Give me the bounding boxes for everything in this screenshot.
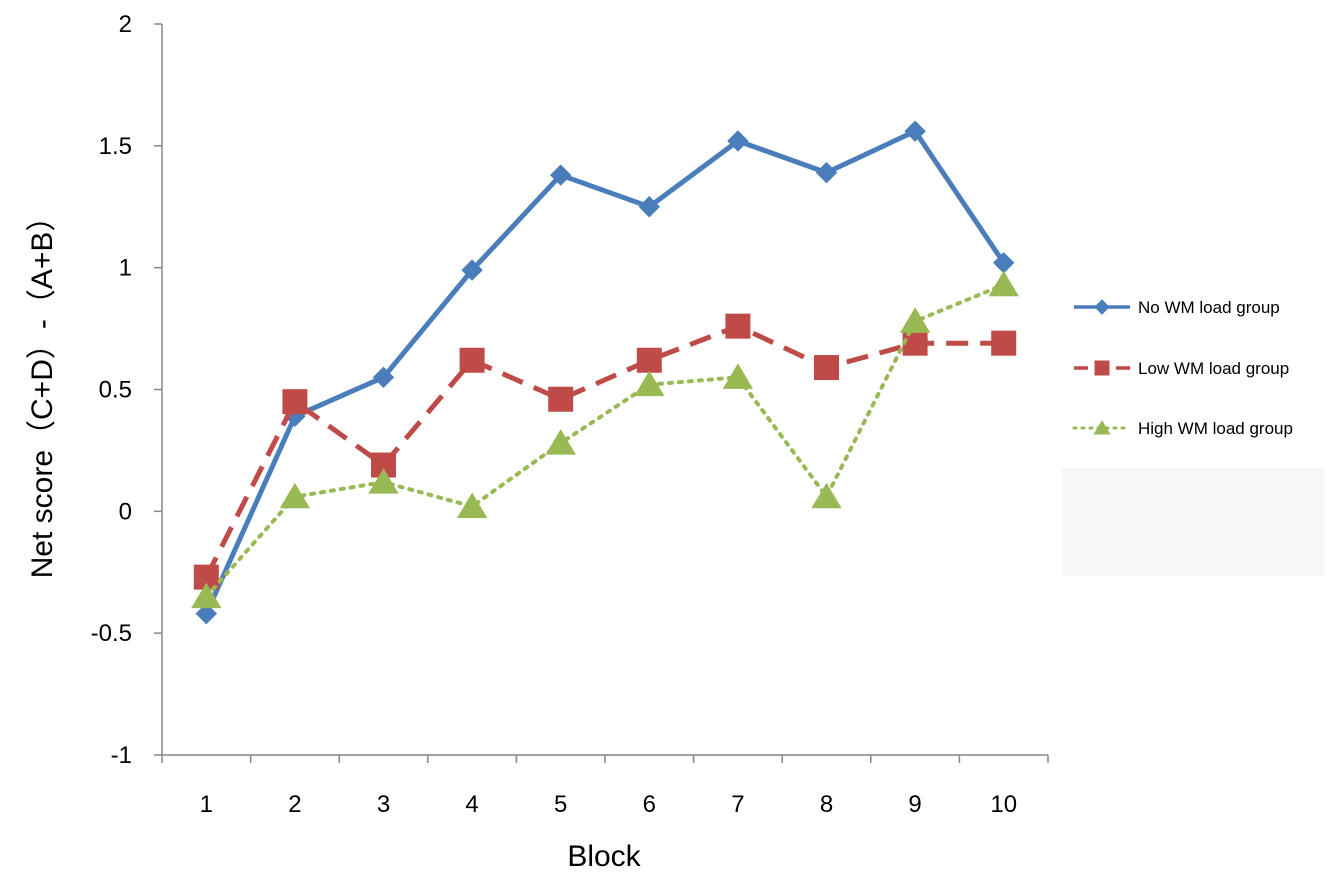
series-layer — [191, 120, 1019, 625]
data-point-marker — [725, 313, 751, 339]
data-point-marker — [636, 347, 662, 373]
data-point-marker — [634, 370, 665, 397]
data-point-marker — [459, 347, 485, 373]
data-point-marker — [368, 468, 399, 494]
data-point-marker — [991, 330, 1017, 356]
data-point-marker — [902, 330, 928, 356]
data-point-marker — [548, 386, 574, 412]
data-point-marker — [282, 389, 308, 415]
data-point-marker — [279, 482, 311, 509]
series-2 — [193, 313, 1017, 590]
series-line — [204, 323, 1004, 579]
series-line — [204, 282, 1006, 599]
y-tick-label: -0.5 — [91, 620, 132, 647]
legend-label: High WM load group — [1138, 419, 1293, 438]
x-tick-label: 2 — [288, 791, 301, 818]
y-tick-label: 1 — [119, 255, 132, 282]
y-tick-label: 0 — [119, 498, 132, 525]
data-point-marker — [461, 259, 483, 281]
x-tick-label: 4 — [465, 791, 478, 818]
x-axis-title: Block — [567, 840, 641, 873]
data-point-marker — [904, 120, 926, 142]
legend-marker — [1093, 420, 1111, 435]
data-point-marker — [988, 270, 1019, 297]
x-tick-label: 10 — [990, 791, 1017, 818]
y-tick-label: 1.5 — [99, 133, 132, 160]
legend: No WM load group Low WM load group High WM… — [1072, 298, 1293, 438]
data-point-marker — [815, 161, 838, 184]
x-tick-label: 8 — [820, 791, 833, 818]
legend-item-2: Low WM load group — [1074, 359, 1289, 378]
x-tick-label: 9 — [908, 791, 921, 818]
legend-marker — [1094, 360, 1110, 376]
legend-label: Low WM load group — [1138, 359, 1289, 378]
series-3 — [191, 270, 1019, 609]
data-point-marker — [811, 482, 842, 509]
legend-shade — [1062, 468, 1324, 576]
x-tick-label: 3 — [377, 791, 390, 818]
data-point-marker — [899, 307, 931, 333]
x-tick-label: 6 — [643, 791, 656, 818]
series-1 — [195, 120, 1015, 625]
legend-marker — [1094, 299, 1110, 315]
series-line — [204, 128, 1006, 615]
y-axis-title: Net score（C+D）-（A+B） — [26, 202, 59, 579]
data-point-marker — [727, 130, 749, 152]
data-point-marker — [549, 164, 572, 186]
data-point-marker — [195, 602, 218, 625]
data-point-marker — [191, 582, 222, 609]
data-point-marker — [814, 355, 839, 381]
x-tick-label: 1 — [200, 791, 213, 818]
data-point-marker — [456, 492, 488, 519]
x-tick-label: 7 — [731, 791, 744, 818]
y-tick-label: -1 — [111, 742, 132, 769]
x-tick-label: 5 — [554, 791, 567, 818]
data-point-marker — [722, 363, 754, 389]
data-point-marker — [372, 366, 395, 389]
legend-item-3: High WM load group — [1072, 419, 1293, 438]
y-tick-label: 0.5 — [99, 377, 132, 404]
legend-label: No WM load group — [1138, 298, 1280, 317]
y-tick-label: 2 — [119, 11, 132, 38]
legend-item-1: No WM load group — [1074, 298, 1280, 317]
data-point-marker — [638, 196, 661, 218]
data-point-marker — [545, 429, 576, 455]
axes: -1 -0.5 0 0.5 1 1.5 2 1 2 3 4 5 6 7 8 9 10 — [91, 11, 1049, 818]
